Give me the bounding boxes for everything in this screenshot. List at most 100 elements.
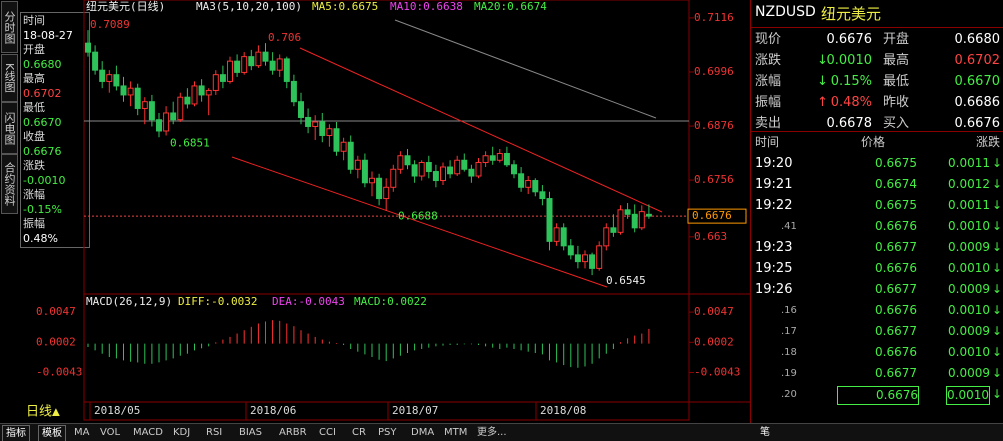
trade-time: .20 <box>781 389 797 400</box>
quote-label: 振幅 <box>755 95 782 110</box>
date-label: 2018/08 <box>540 404 586 417</box>
trade-row: 19:22 0.6675 0.0011 ↓ <box>751 195 1003 216</box>
quote-row: 卖出 0.6678 买入 0.6676 <box>751 113 1003 134</box>
trade-price: 0.6676 <box>837 386 919 405</box>
candle-body <box>390 168 397 188</box>
last-price-box <box>687 208 747 224</box>
side-tab[interactable]: 闪电图 <box>1 102 18 154</box>
quote-value: 0.6702 <box>954 53 1001 68</box>
channel-line <box>299 47 663 213</box>
quote-row: 涨幅 ↓ 0.15% 最低 0.6670 <box>751 71 1003 92</box>
candle-body <box>624 209 631 215</box>
bottom-tab[interactable]: RSI <box>206 427 223 438</box>
trade-price: 0.6674 <box>875 177 917 191</box>
arrow-icon: ↓ <box>817 53 828 68</box>
candle-body <box>347 141 354 170</box>
candle-body <box>532 180 539 193</box>
candle-body <box>191 85 198 105</box>
candle-body <box>539 191 546 200</box>
quote-label: 开盘 <box>883 32 910 47</box>
trade-price: 0.6676 <box>875 261 917 275</box>
header-cell: 涨跌 <box>975 135 1000 149</box>
candle-body <box>127 87 134 96</box>
side-tab[interactable]: K线图 <box>1 54 18 102</box>
candle-body <box>156 119 162 132</box>
ma100-line <box>394 19 657 119</box>
arrow-icon: ↓ <box>991 156 1002 170</box>
bottom-tab[interactable]: BIAS <box>239 427 262 438</box>
ma10-label: MA10:0.6638 <box>390 0 463 13</box>
trade-time: 19:22 <box>755 198 793 213</box>
candle-body <box>553 227 560 242</box>
candle-body <box>617 209 624 233</box>
side-tab[interactable]: 合约资料 <box>1 154 18 214</box>
candle-body <box>475 162 482 177</box>
bottom-tab[interactable]: PSY <box>378 427 397 438</box>
arrow-icon: ↓ <box>991 198 1002 212</box>
candle-body <box>589 254 596 269</box>
trade-time: 19:20 <box>755 156 793 171</box>
candle-body <box>326 128 333 136</box>
info-value: 0.6702 <box>23 86 62 100</box>
candle-body <box>582 254 588 263</box>
quote-row: 现价 0.6676 开盘 0.6680 <box>751 29 1003 50</box>
bottom-tab[interactable]: 笔 <box>760 427 770 438</box>
y-tick-label: 0.663 <box>694 230 727 243</box>
trade-change: 0.0009 <box>948 324 990 338</box>
bottom-tab[interactable]: 更多... <box>477 427 507 438</box>
quote-value: 0.6678 <box>826 116 873 131</box>
info-value: -0.15% <box>23 202 62 216</box>
trade-change: 0.0010 <box>948 261 990 275</box>
info-value: 0.6676 <box>23 144 62 158</box>
diff-label: DIFF:-0.0032 <box>178 295 257 308</box>
quote-value: 0.15% <box>830 74 872 89</box>
quote-row: 涨跌 ↓ 0.0010 最高 0.6702 <box>751 50 1003 71</box>
header-cell: 价格 <box>861 135 886 149</box>
candle-body <box>447 166 454 175</box>
candle-body <box>425 162 432 173</box>
trade-change: 0.0010 <box>948 303 990 317</box>
candle-body <box>312 121 319 127</box>
channel-line <box>231 156 608 288</box>
trade-time: .41 <box>781 221 797 232</box>
y-tick-label: 0.6876 <box>694 119 734 132</box>
side-tab[interactable]: 分时图 <box>1 1 18 53</box>
candle-body <box>567 245 574 256</box>
ma5-label: MA5:0.6675 <box>312 0 378 13</box>
y-tick-label: -0.0043 <box>36 365 82 378</box>
arrow-icon: ↑ <box>817 95 828 110</box>
bottom-tab[interactable]: ARBR <box>279 427 307 438</box>
quote-value: 0.6670 <box>954 74 1001 89</box>
candle-body <box>170 112 177 121</box>
trade-price: 0.6677 <box>875 240 917 254</box>
bottom-tab[interactable]: DMA <box>411 427 435 438</box>
trade-time: 19:25 <box>755 261 793 276</box>
bottom-tab[interactable]: 指标 <box>2 425 30 441</box>
bottom-tab[interactable]: MACD <box>133 427 163 438</box>
candle-body <box>255 51 262 67</box>
bottom-tab[interactable]: MTM <box>444 427 468 438</box>
candle-body <box>411 164 418 177</box>
candle-body <box>283 58 290 82</box>
trade-row: .18 0.6676 0.0010 ↓ <box>751 342 1003 363</box>
bottom-tab[interactable]: MA <box>74 427 90 438</box>
candle-body <box>631 213 638 229</box>
bottom-tab[interactable]: KDJ <box>173 427 191 438</box>
arrow-icon: ↓ <box>991 324 1002 338</box>
candle-body <box>219 74 226 82</box>
symbol-name: 纽元美元 <box>821 5 882 23</box>
y-tick-label: 0.0047 <box>694 305 734 318</box>
trade-change: 0.0009 <box>948 282 990 296</box>
quote-label: 最高 <box>883 53 910 68</box>
candle-body <box>418 162 425 177</box>
bottom-tab[interactable]: VOL <box>100 427 121 438</box>
quote-value: 0.48% <box>830 95 872 110</box>
y-tick-label: -0.0043 <box>694 365 740 378</box>
period-button[interactable]: 日线▲ <box>26 405 60 420</box>
bottom-tab[interactable]: CR <box>352 427 366 438</box>
trade-row: .20 0.6676 0.0010 ↓ <box>751 384 1003 405</box>
bottom-tab[interactable]: CCI <box>319 427 336 438</box>
bottom-tab[interactable]: 模板 <box>38 425 66 441</box>
candle-body <box>177 96 184 121</box>
trade-price: 0.6677 <box>875 282 917 296</box>
